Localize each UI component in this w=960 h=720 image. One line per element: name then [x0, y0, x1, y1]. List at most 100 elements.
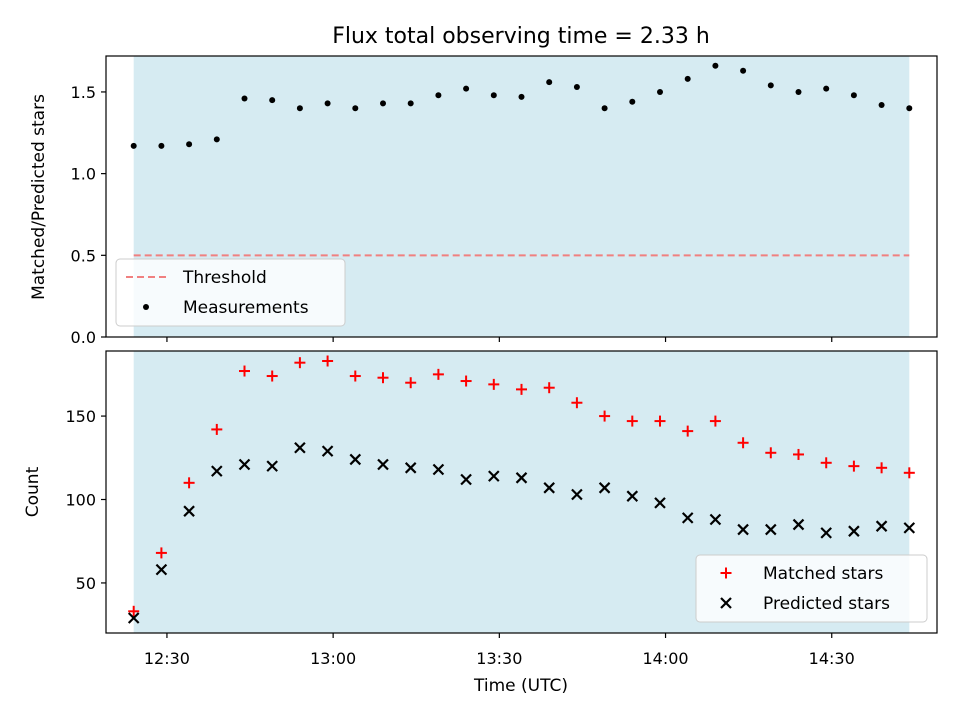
matched-star-point: [709, 415, 721, 427]
measurement-point: [296, 105, 303, 112]
matched-star-point: [737, 437, 749, 449]
measurement-point: [463, 85, 470, 92]
legend-label: Threshold: [182, 268, 267, 288]
predicted-star-point: [737, 523, 749, 536]
measurement-point: [269, 97, 276, 104]
matched-star-point: [848, 460, 860, 472]
predicted-star-point: [654, 497, 666, 509]
bottom-panel: 50 100 150 Matched stars Predicted stars: [65, 350, 938, 638]
measurement-point: [435, 92, 442, 99]
matched-star-point: [211, 423, 223, 435]
legend-measurement-swatch: [143, 304, 149, 310]
measurement-point: [601, 105, 608, 112]
matched-star-point: [820, 457, 832, 469]
predicted-star-point: [460, 473, 472, 486]
measurement-point: [158, 142, 165, 149]
measurement-point: [823, 85, 830, 92]
x-tick-label: 13:30: [476, 649, 522, 668]
measurement-point: [352, 105, 359, 112]
x-tick-label: 12:30: [144, 649, 190, 668]
legend-label: Predicted stars: [763, 594, 890, 614]
measurement-point: [573, 84, 580, 91]
matched-star-point: [322, 355, 334, 367]
matched-star-point: [654, 415, 666, 427]
measurement-point: [684, 75, 691, 82]
matched-star-point: [599, 410, 611, 422]
measurement-point: [518, 93, 525, 100]
predicted-star-point: [377, 458, 389, 471]
x-tick-label: 14:30: [809, 649, 855, 668]
matched-star-point: [516, 383, 527, 395]
measurement-point: [241, 95, 248, 102]
x-axis-ticks: 12:30 13:00 13:30 14:00 14:30: [144, 649, 855, 668]
matched-star-point: [626, 415, 638, 427]
predicted-star-point: [709, 513, 722, 526]
measurement-point: [629, 98, 636, 105]
legend: Matched stars Predicted stars: [695, 554, 928, 623]
matched-star-point: [239, 365, 250, 377]
predicted-star-point: [238, 458, 251, 471]
measurement-point: [878, 102, 885, 109]
axes-frame: [105, 350, 938, 634]
predicted-star-point: [211, 465, 223, 477]
matched-star-point: [294, 357, 306, 369]
measurement-point: [657, 88, 663, 95]
predicted-star-point: [820, 527, 832, 539]
y-tick-label: 100: [65, 491, 96, 510]
y-tick-label: 1.0: [71, 165, 96, 184]
predicted-star-point: [127, 612, 140, 624]
predicted-star-point: [681, 512, 694, 524]
matched-star-point: [571, 397, 583, 409]
matched-star-point: [266, 370, 278, 382]
measurement-point: [186, 141, 193, 148]
legend-label: Measurements: [183, 298, 309, 318]
predicted-star-point: [626, 490, 639, 502]
matched-star-point: [543, 382, 555, 394]
predicted-star-point: [848, 525, 860, 537]
y-tick-label: 0.5: [71, 246, 96, 265]
predicted-star-point: [349, 453, 362, 466]
predicted-star-point: [183, 505, 195, 517]
measurement-point: [795, 88, 802, 95]
top-y-axis-label: Matched/Predicted stars: [29, 94, 49, 300]
legend-box: [115, 258, 346, 327]
legend-matched-swatch: [720, 567, 732, 579]
matched-star-point: [155, 547, 167, 559]
x-axis-label: Time (UTC): [473, 676, 568, 696]
measurement-point: [213, 136, 220, 143]
matched-star-point: [793, 448, 804, 460]
predicted-star-point: [266, 460, 278, 472]
measurement-point: [490, 92, 497, 99]
matched-star-point: [128, 605, 140, 617]
predicted-star-point: [598, 482, 611, 494]
predicted-star-point: [543, 482, 555, 494]
measurement-point: [712, 62, 719, 69]
x-tick-label: 14:00: [642, 649, 688, 668]
predicted-star-point: [155, 563, 168, 576]
legend-box: [695, 554, 928, 623]
matched-star-point: [488, 378, 500, 390]
matched-star-point: [765, 447, 777, 459]
matched-star-point: [432, 368, 444, 380]
y-tick-label: 1.5: [71, 83, 96, 102]
predicted-star-point: [321, 445, 334, 457]
legend-predicted-swatch: [720, 597, 732, 609]
x-tick-label: 13:00: [310, 649, 356, 668]
measurement-point: [850, 92, 857, 99]
matched-star-point: [903, 467, 915, 479]
measurement-point: [740, 67, 747, 74]
predicted-star-point: [765, 523, 777, 536]
matched-star-point: [876, 462, 888, 474]
chart-title: Flux total observing time = 2.33 h: [332, 24, 710, 49]
y-tick-label: 0.0: [71, 328, 96, 347]
y-tick-label: 150: [65, 407, 96, 426]
top-panel: 0.0 0.5 1.0 1.5 Threshold Measurements: [71, 55, 938, 347]
measurement-point: [767, 82, 774, 89]
predicted-star-point: [294, 442, 306, 454]
bottom-y-axis-label: Count: [23, 466, 43, 517]
y-tick-label: 50: [76, 574, 96, 593]
measurement-point: [906, 105, 913, 112]
measurement-point: [407, 100, 414, 107]
predicted-star-point: [488, 470, 500, 482]
matched-star-point: [460, 375, 472, 387]
